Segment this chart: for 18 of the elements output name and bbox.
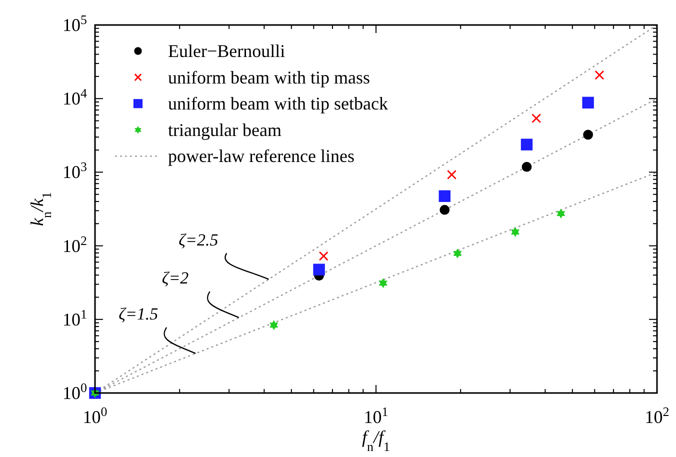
annotation: ζ=2 bbox=[162, 268, 190, 288]
x-axis-title: f$_{n}$/f$_{1}$ bbox=[362, 427, 390, 454]
legend-label: Euler−Bernoulli bbox=[168, 41, 286, 61]
y-tick-label: 10$^{4}$ bbox=[62, 85, 88, 109]
y-tick-label: 10$^{5}$ bbox=[62, 12, 87, 35]
annotation: ζ=1.5 bbox=[118, 304, 158, 324]
legend-label: uniform beam with tip mass bbox=[168, 67, 370, 88]
x-tick-label: 10$^{1}$ bbox=[364, 404, 388, 427]
x-tick-label: 10$^{2}$ bbox=[644, 404, 670, 427]
annotation: ζ=2.5 bbox=[178, 230, 218, 250]
legend-label: uniform beam with tip setback bbox=[168, 94, 388, 114]
y-tick-label: 10$^{3}$ bbox=[62, 158, 87, 182]
legend-label: triangular beam bbox=[168, 120, 282, 140]
y-tick-label: 10$^{0}$ bbox=[62, 380, 87, 403]
legend-label: power-law reference lines bbox=[168, 146, 355, 166]
y-tick-label: 10$^{1}$ bbox=[62, 306, 87, 330]
x-tick-label: 10$^{0}$ bbox=[82, 404, 108, 427]
y-tick-label: 10$^{2}$ bbox=[62, 232, 87, 256]
